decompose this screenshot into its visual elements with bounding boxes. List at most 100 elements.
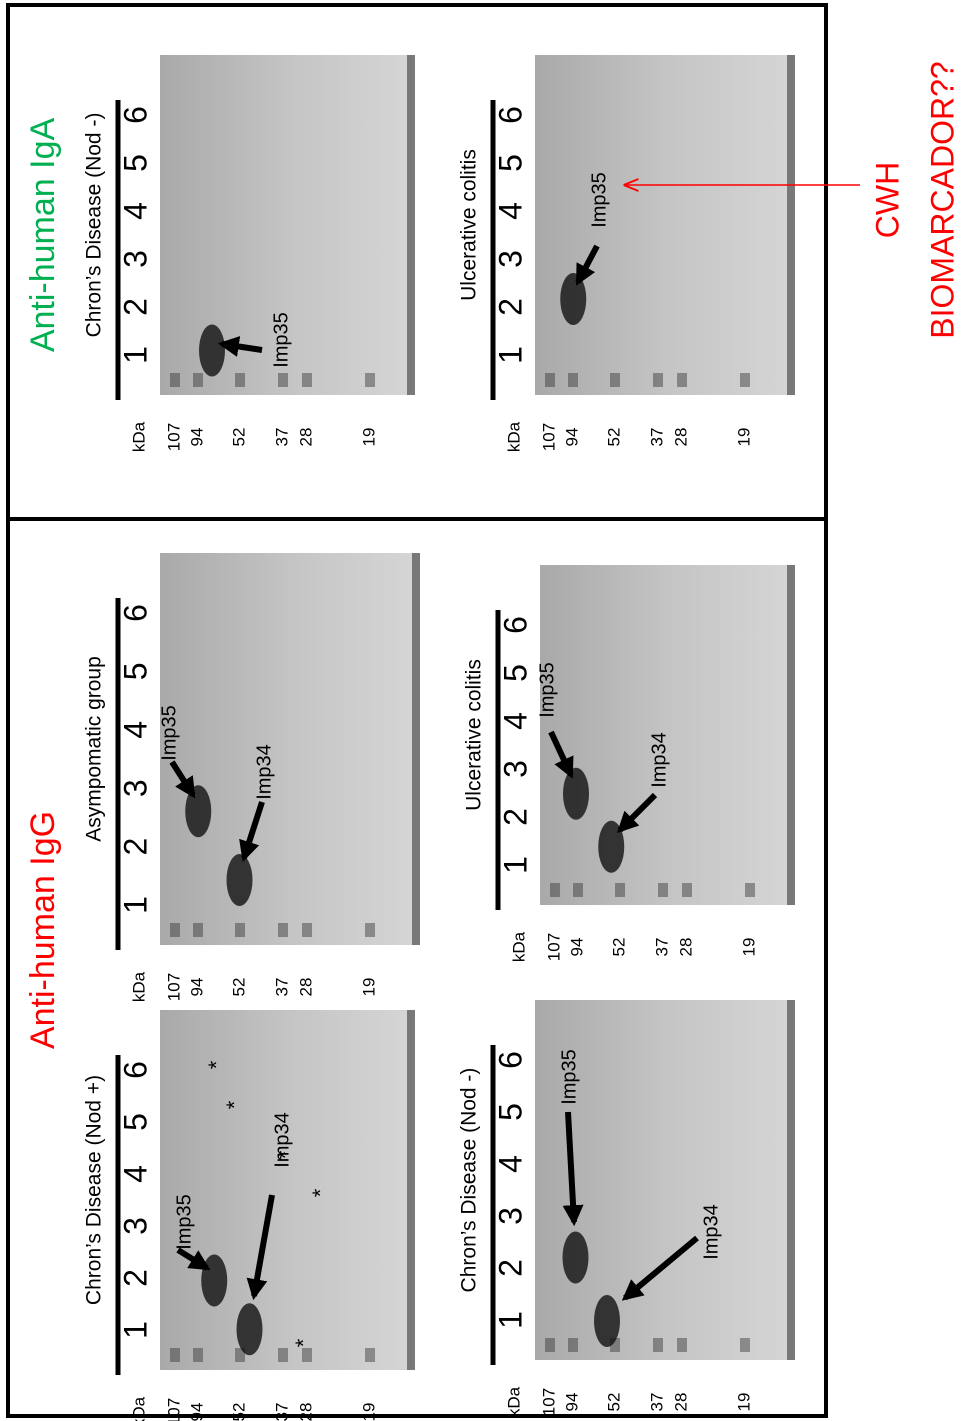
ladder-band (278, 1348, 288, 1362)
lane-number: 2 (497, 808, 533, 826)
gel-well-edge (787, 565, 795, 905)
band (563, 768, 589, 820)
marker-label: 107 (539, 1388, 558, 1416)
annotation: Imp35 (536, 662, 558, 718)
blot-title: Chron’s Disease (Nod -) (83, 113, 106, 338)
gel-image (160, 1010, 415, 1370)
marker-label: 19 (734, 428, 753, 447)
lane-number: 5 (117, 1113, 153, 1131)
lane-number: 3 (117, 779, 153, 797)
ladder-band (235, 923, 245, 937)
band (594, 1295, 620, 1347)
lane-number: 4 (492, 1155, 528, 1173)
ladder-band (365, 373, 375, 387)
ladder-band (302, 373, 312, 387)
lane-number: 1 (117, 346, 153, 364)
ladder-band (235, 373, 245, 387)
marker-label: 52 (609, 938, 628, 957)
marker-label: kDa (504, 1386, 523, 1417)
marker-label: kDa (129, 971, 148, 1002)
annotation: Imp34 (700, 1204, 722, 1260)
ladder-band (170, 373, 180, 387)
marker-label: 107 (164, 973, 183, 1001)
marker-label: kDa (504, 421, 523, 452)
marker-label: 94 (562, 428, 581, 447)
ladder-band (568, 373, 578, 387)
gel-well-edge (407, 1010, 415, 1370)
marker-label: 52 (604, 1393, 623, 1412)
marker-label: 19 (734, 1393, 753, 1412)
ladder-band (193, 373, 203, 387)
marker-label: 28 (296, 428, 315, 447)
marker-label: 37 (647, 1393, 666, 1412)
lane-number: 5 (117, 663, 153, 681)
annotation: Imp35 (558, 1049, 580, 1105)
gel-well-edge (787, 1000, 795, 1360)
marker-label: 37 (272, 1403, 291, 1421)
annotation: Imp34 (253, 744, 275, 800)
lane-number: 3 (492, 1207, 528, 1225)
ladder-band (653, 1338, 663, 1352)
marker-label: 37 (647, 428, 666, 447)
ladder-band (550, 883, 560, 897)
annotation: Imp35 (173, 1194, 195, 1250)
lane-number: 4 (117, 721, 153, 739)
annotation: * (308, 1188, 333, 1197)
ladder-band (545, 1338, 555, 1352)
lane-number: 5 (497, 664, 533, 682)
ladder-band (193, 923, 203, 937)
lane-number: 1 (492, 1311, 528, 1329)
annotation: Imp35 (270, 312, 292, 368)
ladder-band (170, 1348, 180, 1362)
side-note: BIOMARCADOR?? (924, 61, 960, 338)
band (227, 854, 253, 906)
marker-label: 19 (359, 978, 378, 997)
ladder-band (170, 923, 180, 937)
ladder-band (573, 883, 583, 897)
ladder-band (278, 923, 288, 937)
lane-number: 3 (492, 250, 528, 268)
marker-label: 52 (229, 428, 248, 447)
ladder-band (302, 1348, 312, 1362)
marker-label: 52 (604, 428, 623, 447)
marker-label: 37 (272, 428, 291, 447)
ladder-band (740, 373, 750, 387)
blot-title: Asympomatic group (83, 656, 106, 842)
lane-number: 1 (117, 896, 153, 914)
blot-title: Ulcerative colitis (463, 659, 486, 811)
blot-title: Chron’s Disease (Nod +) (83, 1075, 106, 1305)
marker-label: 28 (676, 938, 695, 957)
annotation: Imp35 (158, 705, 180, 761)
marker-label: 107 (164, 423, 183, 451)
lane-number: 6 (492, 1051, 528, 1069)
band (563, 1232, 589, 1284)
lane-number: 1 (492, 346, 528, 364)
marker-label: 28 (296, 1403, 315, 1421)
lane-number: 6 (117, 106, 153, 124)
ladder-band (610, 373, 620, 387)
marker-label: 52 (229, 978, 248, 997)
lane-number: 5 (492, 1103, 528, 1121)
marker-label: kDa (129, 421, 148, 452)
ladder-band (677, 1338, 687, 1352)
annotation: * (222, 1100, 247, 1109)
annotation: Imp34 (648, 732, 670, 788)
marker-label: 94 (187, 428, 206, 447)
blot-title: Ulcerative colitis (458, 149, 481, 301)
ladder-band (193, 1348, 203, 1362)
lane-number: 4 (497, 712, 533, 730)
marker-label: 19 (359, 428, 378, 447)
band (237, 1303, 263, 1355)
annotation: Imp35 (588, 172, 610, 228)
marker-label: 19 (739, 938, 758, 957)
ladder-band (740, 1338, 750, 1352)
lane-number: 6 (117, 604, 153, 622)
marker-label: 28 (671, 428, 690, 447)
annotation: * (204, 1060, 229, 1069)
lane-number: 1 (497, 856, 533, 874)
lane-number: 4 (117, 202, 153, 220)
annotation: * (273, 1150, 298, 1159)
lane-number: 3 (117, 250, 153, 268)
figure: Anti-human IgGChron’s Disease (Nod +)123… (0, 0, 969, 1421)
marker-label: 94 (187, 1403, 206, 1421)
